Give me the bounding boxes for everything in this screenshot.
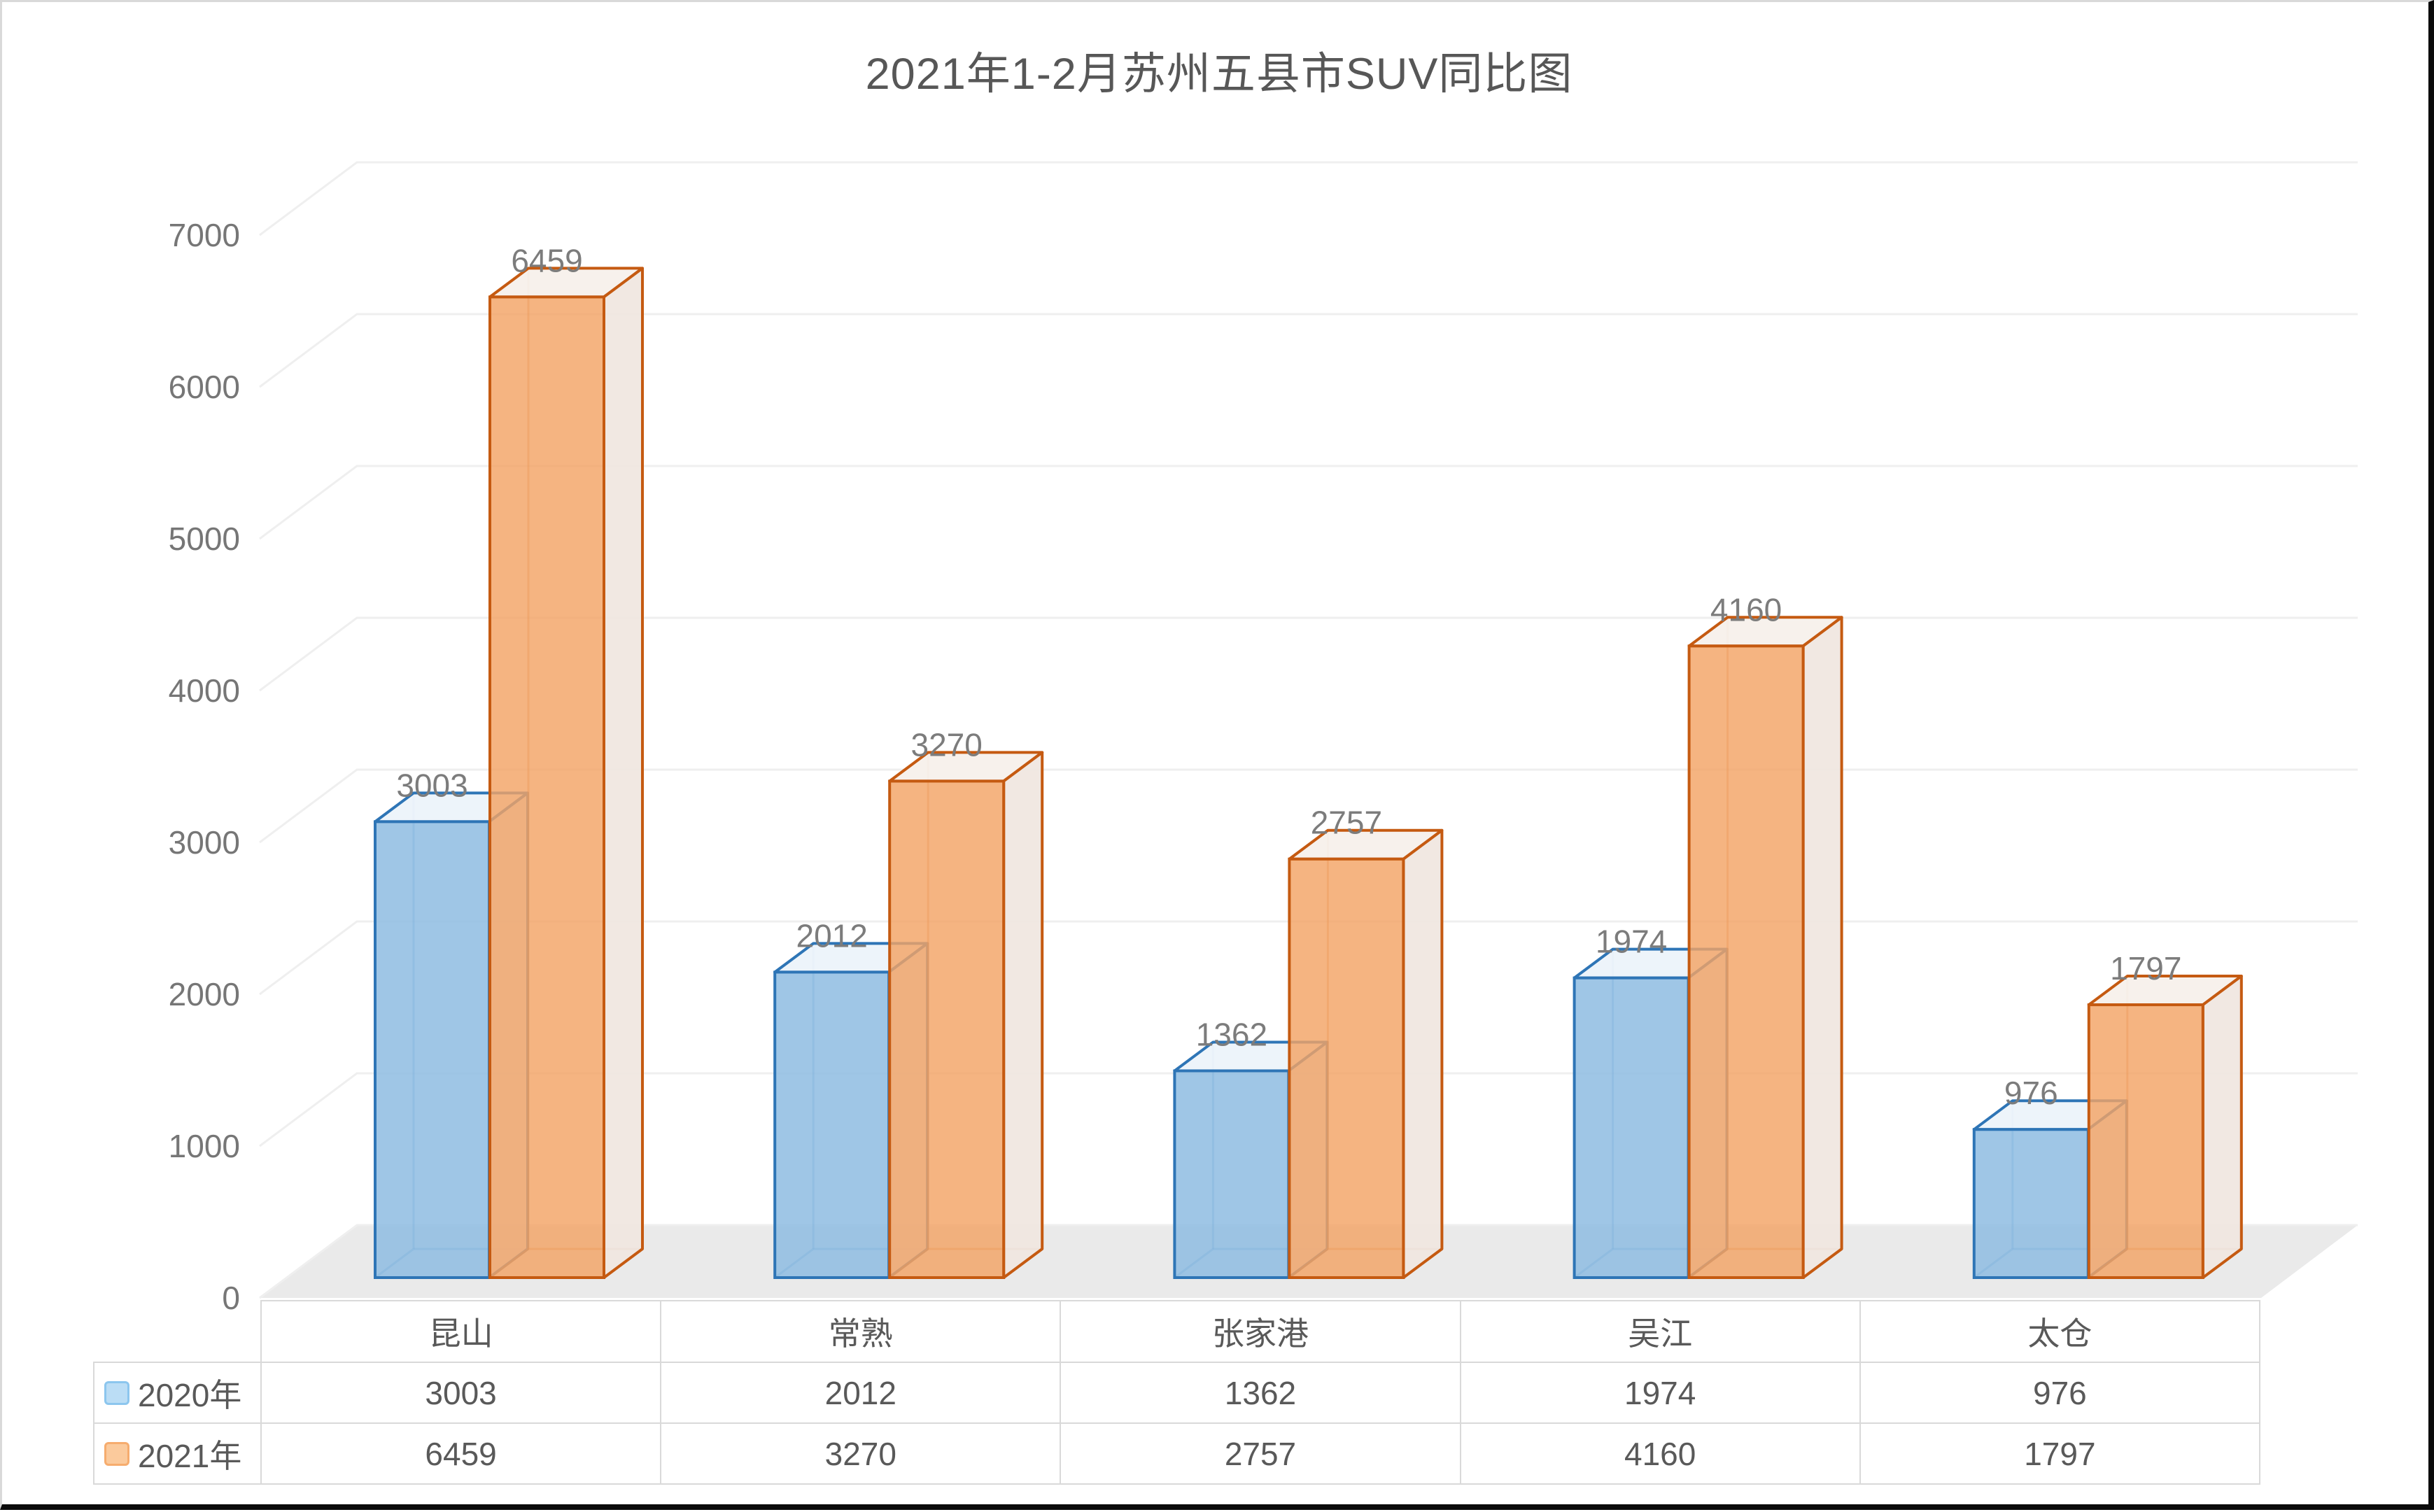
bar-side-face: [1801, 616, 1843, 1279]
bar-2021年-常熟: 3270: [888, 726, 1044, 1280]
bar-value-label: 6459: [511, 242, 582, 278]
y-axis-tick-label: 5000: [169, 521, 240, 557]
y-axis-tick-label: 6000: [169, 369, 240, 405]
gridline: [259, 465, 2358, 540]
bar-front-face: [488, 295, 605, 1280]
chart-title: 2021年1-2月苏州五县市SUV同比图: [865, 50, 1573, 99]
bar-2021年-吴江: 4160: [1687, 591, 1843, 1279]
y-axis-tick-label: 4000: [169, 672, 240, 709]
bar-front-face: [1972, 1128, 2090, 1280]
bar-front-face: [1573, 976, 1690, 1279]
bar-value-label: 3270: [911, 726, 983, 763]
y-axis-tick-label: 0: [222, 1280, 240, 1316]
bar-front-face: [1687, 644, 1805, 1279]
bar-2021年-昆山: 6459: [488, 242, 644, 1280]
bar-value-label: 3003: [396, 767, 467, 803]
bar-side-face: [603, 267, 644, 1279]
bar-value-label: 2757: [1311, 805, 1382, 841]
gridline: [259, 616, 2358, 692]
bar-front-face: [1288, 857, 1405, 1279]
bar-2021年-太仓: 1797: [2087, 950, 2243, 1280]
y-axis-tick-label: 3000: [169, 824, 240, 861]
bar-value-label: 1974: [1596, 924, 1667, 960]
bar-side-face: [1002, 751, 1044, 1279]
bar-value-label: 976: [2004, 1075, 2058, 1111]
bar-2021年-张家港: 2757: [1288, 805, 1444, 1279]
y-axis-tick-label: 2000: [169, 976, 240, 1012]
bar-front-face: [2087, 1003, 2204, 1280]
bar-front-face: [374, 820, 491, 1279]
bar-side-face: [2201, 975, 2243, 1279]
y-axis-tick-label: 1000: [169, 1128, 240, 1164]
y-axis-tick-label: 7000: [169, 217, 240, 253]
bar-value-label: 4160: [1710, 591, 1782, 628]
bar-value-label: 2012: [796, 917, 868, 954]
bar-value-label: 1797: [2110, 950, 2181, 987]
bar-front-face: [1173, 1069, 1290, 1280]
gridline: [259, 161, 2358, 236]
gridline: [259, 313, 2358, 388]
bar-value-label: 1362: [1196, 1016, 1267, 1052]
bar-side-face: [1402, 828, 1444, 1279]
bar-front-face: [773, 970, 891, 1279]
bar-front-face: [888, 779, 1006, 1280]
